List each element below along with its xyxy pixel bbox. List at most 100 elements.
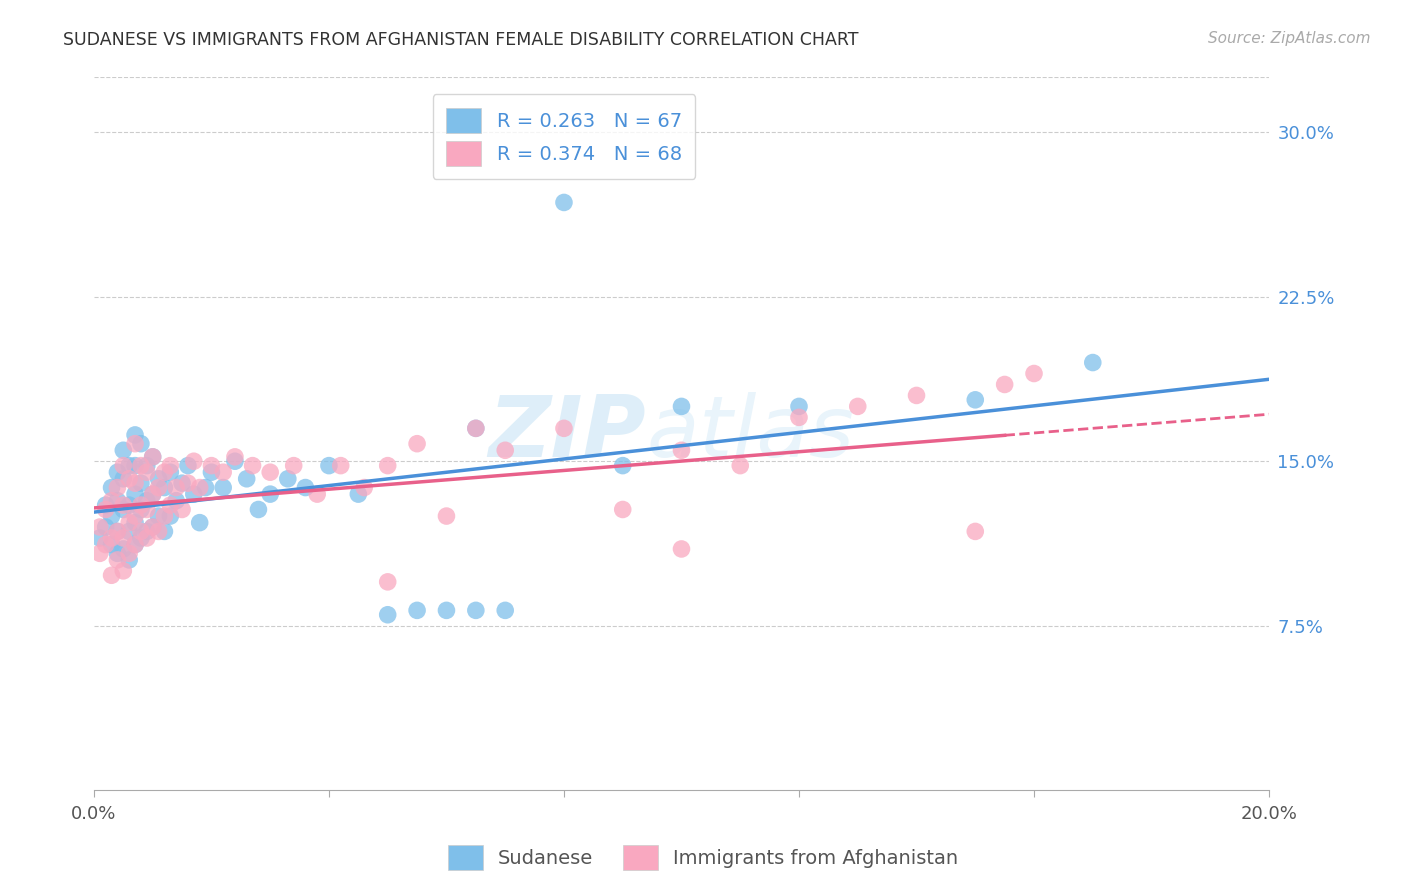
Point	[107, 524, 129, 539]
Point	[406, 436, 429, 450]
Point	[165, 481, 187, 495]
Text: Source: ZipAtlas.com: Source: ZipAtlas.com	[1208, 31, 1371, 46]
Point	[135, 502, 157, 516]
Point	[188, 481, 211, 495]
Point	[100, 538, 122, 552]
Point	[89, 531, 111, 545]
Point	[153, 481, 176, 495]
Point	[259, 487, 281, 501]
Point	[118, 472, 141, 486]
Point	[200, 465, 222, 479]
Point	[148, 509, 170, 524]
Point	[112, 498, 135, 512]
Point	[89, 546, 111, 560]
Point	[142, 520, 165, 534]
Point	[100, 493, 122, 508]
Point	[135, 493, 157, 508]
Point	[159, 458, 181, 473]
Point	[118, 516, 141, 530]
Point	[464, 421, 486, 435]
Point	[153, 465, 176, 479]
Point	[118, 498, 141, 512]
Point	[170, 502, 193, 516]
Point	[242, 458, 264, 473]
Point	[200, 458, 222, 473]
Point	[965, 524, 987, 539]
Point	[118, 458, 141, 473]
Point	[377, 607, 399, 622]
Point	[135, 524, 157, 539]
Point	[170, 476, 193, 491]
Point	[142, 450, 165, 464]
Point	[124, 458, 146, 473]
Point	[294, 481, 316, 495]
Point	[129, 524, 152, 539]
Point	[553, 195, 575, 210]
Point	[177, 458, 200, 473]
Point	[129, 531, 152, 545]
Point	[994, 377, 1017, 392]
Point	[494, 443, 516, 458]
Point	[553, 421, 575, 435]
Point	[671, 443, 693, 458]
Point	[129, 458, 152, 473]
Legend: R = 0.263   N = 67, R = 0.374   N = 68: R = 0.263 N = 67, R = 0.374 N = 68	[433, 95, 696, 179]
Point	[318, 458, 340, 473]
Point	[112, 502, 135, 516]
Point	[142, 450, 165, 464]
Point	[142, 487, 165, 501]
Point	[112, 458, 135, 473]
Point	[194, 481, 217, 495]
Point	[212, 481, 235, 495]
Point	[347, 487, 370, 501]
Point	[129, 436, 152, 450]
Point	[124, 487, 146, 501]
Point	[728, 458, 751, 473]
Point	[612, 458, 634, 473]
Point	[129, 502, 152, 516]
Point	[464, 421, 486, 435]
Point	[177, 476, 200, 491]
Point	[965, 392, 987, 407]
Point	[135, 531, 157, 545]
Point	[129, 476, 152, 491]
Point	[124, 428, 146, 442]
Point	[89, 520, 111, 534]
Point	[277, 472, 299, 486]
Point	[377, 574, 399, 589]
Point	[212, 465, 235, 479]
Legend: Sudanese, Immigrants from Afghanistan: Sudanese, Immigrants from Afghanistan	[440, 838, 966, 878]
Point	[787, 400, 810, 414]
Point	[124, 516, 146, 530]
Point	[142, 520, 165, 534]
Point	[224, 454, 246, 468]
Point	[118, 546, 141, 560]
Point	[464, 603, 486, 617]
Point	[671, 400, 693, 414]
Point	[671, 541, 693, 556]
Point	[124, 538, 146, 552]
Point	[142, 487, 165, 501]
Point	[94, 538, 117, 552]
Point	[112, 531, 135, 545]
Point	[124, 436, 146, 450]
Point	[377, 458, 399, 473]
Point	[100, 531, 122, 545]
Point	[94, 498, 117, 512]
Point	[124, 476, 146, 491]
Text: SUDANESE VS IMMIGRANTS FROM AFGHANISTAN FEMALE DISABILITY CORRELATION CHART: SUDANESE VS IMMIGRANTS FROM AFGHANISTAN …	[63, 31, 859, 49]
Point	[307, 487, 329, 501]
Point	[165, 493, 187, 508]
Point	[153, 509, 176, 524]
Point	[112, 443, 135, 458]
Point	[148, 524, 170, 539]
Point	[100, 509, 122, 524]
Point	[183, 454, 205, 468]
Point	[259, 465, 281, 479]
Point	[436, 603, 458, 617]
Point	[129, 498, 152, 512]
Point	[135, 458, 157, 473]
Point	[107, 493, 129, 508]
Point	[247, 502, 270, 516]
Point	[224, 450, 246, 464]
